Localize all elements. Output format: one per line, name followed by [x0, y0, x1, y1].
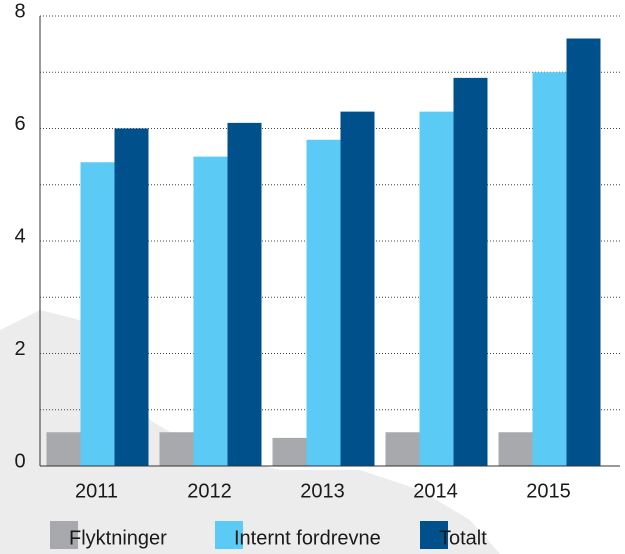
bar — [306, 139, 341, 466]
legend-swatch — [50, 521, 78, 549]
bar — [80, 162, 115, 466]
bar — [419, 111, 454, 466]
bar — [227, 122, 262, 466]
x-tick-label: 2012 — [187, 480, 232, 502]
bar — [340, 111, 375, 466]
bar — [114, 128, 149, 466]
bar — [272, 437, 307, 466]
y-tick-label: 0 — [14, 450, 25, 472]
y-tick-label: 8 — [14, 0, 25, 22]
x-tick-label: 2015 — [526, 480, 571, 502]
bar — [453, 77, 488, 466]
legend-label: Internt fordrevne — [234, 527, 381, 549]
legend-label: Totalt — [439, 527, 487, 549]
bar — [385, 432, 420, 466]
x-tick-label: 2013 — [300, 480, 345, 502]
x-tick-label: 2011 — [75, 480, 118, 502]
bar — [46, 432, 81, 466]
y-tick-label: 2 — [14, 338, 25, 360]
bar — [498, 432, 533, 466]
legend-swatch — [215, 521, 243, 549]
y-tick-label: 4 — [14, 225, 25, 247]
bar — [159, 432, 194, 466]
y-tick-label: 6 — [14, 113, 25, 135]
legend-swatch — [420, 521, 448, 549]
x-tick-label: 2014 — [413, 480, 458, 502]
bar — [532, 72, 567, 466]
bar — [193, 156, 228, 466]
bar — [566, 38, 601, 466]
legend-label: Flyktninger — [69, 527, 167, 549]
